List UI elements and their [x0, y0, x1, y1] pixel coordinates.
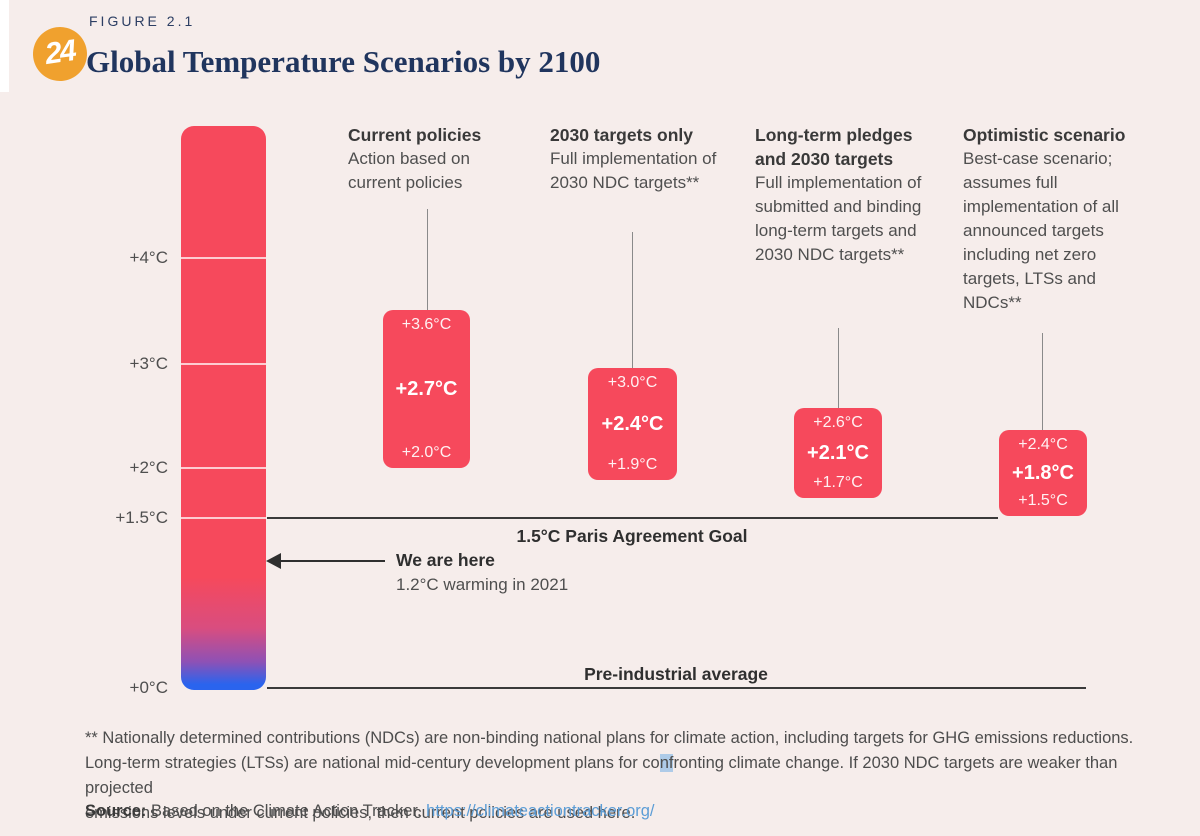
range-low: +2.0°C	[401, 444, 452, 461]
scenario-name: Long-term pledges and 2030 targets	[755, 125, 913, 169]
range-low: +1.5°C	[1018, 492, 1068, 509]
scenario-header-optimistic: Optimistic scenario Best-case scenario; …	[963, 123, 1143, 315]
connector-line-long-term-pledges	[838, 328, 839, 408]
france24-logo: 24	[29, 23, 91, 85]
footnote: ** Nationally determined contributions (…	[85, 726, 1175, 826]
source-line: Source: Based on the Climate Action Trac…	[85, 802, 655, 821]
we-are-here-arrow-icon	[266, 553, 281, 569]
scenario-description: Best-case scenario; assumes full impleme…	[963, 149, 1119, 312]
axis-label-4c: +4°C	[129, 248, 168, 267]
footnote-highlight: nf	[659, 754, 674, 772]
footnote-line1: ** Nationally determined contributions (…	[85, 729, 1134, 747]
figure-label: FIGURE 2.1	[89, 13, 196, 29]
bar-tick-1-5c	[181, 517, 266, 519]
scenario-description: Action based on current policies	[348, 149, 470, 192]
temperature-bar	[181, 126, 266, 690]
current-warming-label: 1.2°C warming in 2021	[396, 575, 569, 594]
source-text: Based on the Climate Action Tracker.	[146, 802, 427, 820]
axis-label-1-5c: +1.5°C	[115, 508, 168, 527]
bar-tick-3c	[181, 363, 266, 365]
scenario-name: 2030 targets only	[550, 125, 693, 145]
scenario-description: Full implementation of submitted and bin…	[755, 173, 922, 264]
page-title: Global Temperature Scenarios by 2100	[86, 44, 601, 79]
range-mid: +2.4°C	[601, 412, 664, 435]
bar-tick-2c	[181, 467, 266, 469]
range-box-2030-targets: +3.0°C +2.4°C +1.9°C	[588, 368, 677, 480]
footnote-line2-post: ronting climate change. If 2030 NDC targ…	[85, 754, 1118, 797]
scenario-header-current-policies: Current policies Action based on current…	[348, 123, 506, 195]
bar-tick-4c	[181, 257, 266, 259]
range-mid: +2.1°C	[807, 441, 869, 464]
range-box-long-term-pledges: +2.6°C +2.1°C +1.7°C	[794, 408, 882, 498]
connector-line-current-policies	[427, 209, 428, 310]
connector-line-optimistic	[1042, 333, 1043, 430]
range-mid: +2.7°C	[395, 377, 458, 400]
pre-industrial-line	[267, 687, 1086, 689]
we-are-here-arrow-shaft	[280, 560, 385, 562]
range-high: +2.6°C	[813, 414, 863, 431]
axis-label-2c: +2°C	[129, 458, 168, 477]
connector-line-2030-targets	[632, 232, 633, 368]
axis-label-0c: +0°C	[129, 678, 168, 697]
scenario-description: Full implementation of 2030 NDC targets*…	[550, 149, 717, 192]
source-label: Source:	[85, 802, 147, 820]
source-link[interactable]: https://climateactiontracker.org/	[426, 802, 655, 820]
range-high: +3.6°C	[401, 316, 452, 333]
footnote-line2: Long-term strategies (LTSs) are national…	[85, 751, 1175, 801]
we-are-here-label: We are here	[396, 550, 495, 570]
range-low: +1.7°C	[813, 474, 863, 491]
range-mid: +1.8°C	[1012, 461, 1074, 484]
scenario-header-2030-targets: 2030 targets only Full implementation of…	[550, 123, 722, 195]
logo-text: 24	[42, 34, 77, 71]
page-edge-strip	[0, 0, 9, 92]
range-high: +3.0°C	[607, 374, 658, 391]
scenario-header-long-term-pledges: Long-term pledges and 2030 targets Full …	[755, 123, 933, 267]
scenario-name: Current policies	[348, 125, 482, 145]
range-high: +2.4°C	[1018, 436, 1068, 453]
range-box-current-policies: +3.6°C +2.7°C +2.0°C	[383, 310, 470, 468]
paris-goal-label: 1.5°C Paris Agreement Goal	[516, 526, 748, 546]
paris-goal-line	[267, 517, 998, 519]
scenario-name: Optimistic scenario	[963, 125, 1126, 145]
footnote-line2-pre: Long-term strategies (LTSs) are national…	[85, 754, 660, 772]
range-low: +1.9°C	[607, 456, 658, 473]
pre-industrial-label: Pre-industrial average	[584, 664, 768, 684]
footnote-line3: emissions levels under current policies,…	[85, 804, 636, 822]
range-box-optimistic: +2.4°C +1.8°C +1.5°C	[999, 430, 1087, 516]
axis-label-3c: +3°C	[129, 354, 168, 373]
